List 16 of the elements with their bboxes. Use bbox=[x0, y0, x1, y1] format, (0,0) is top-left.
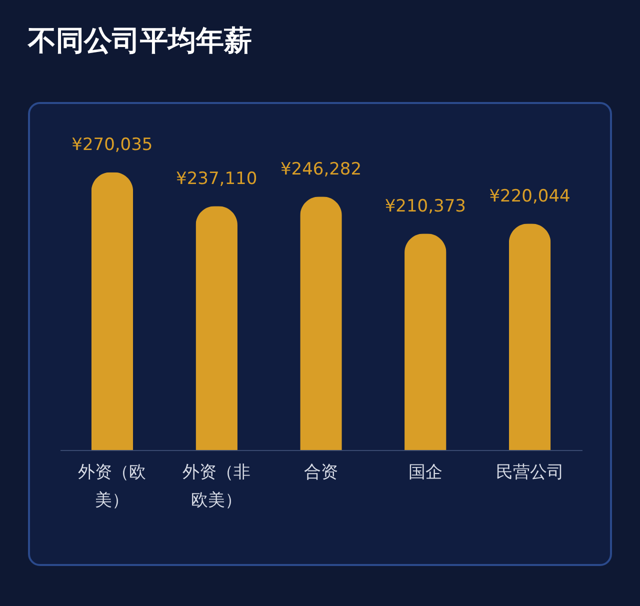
bar bbox=[91, 172, 134, 450]
x-tick-label: 外资（非欧美） bbox=[182, 462, 251, 510]
bar bbox=[508, 224, 551, 450]
bar bbox=[300, 196, 342, 450]
x-tick-label: 国企 bbox=[408, 462, 442, 482]
data-label: ¥270,035 bbox=[72, 135, 153, 156]
data-label: ¥237,110 bbox=[176, 169, 258, 190]
x-tick-label: 外资（欧美） bbox=[78, 462, 146, 510]
bar bbox=[404, 234, 446, 450]
data-label: ¥220,044 bbox=[489, 186, 570, 207]
data-label: ¥210,373 bbox=[384, 196, 466, 217]
chart-title: 不同公司平均年薪 bbox=[28, 23, 252, 59]
data-label: ¥246,282 bbox=[280, 160, 362, 180]
x-tick-label: 合资 bbox=[304, 462, 338, 482]
x-tick-label: 民营公司 bbox=[496, 462, 564, 482]
bar bbox=[196, 206, 238, 450]
